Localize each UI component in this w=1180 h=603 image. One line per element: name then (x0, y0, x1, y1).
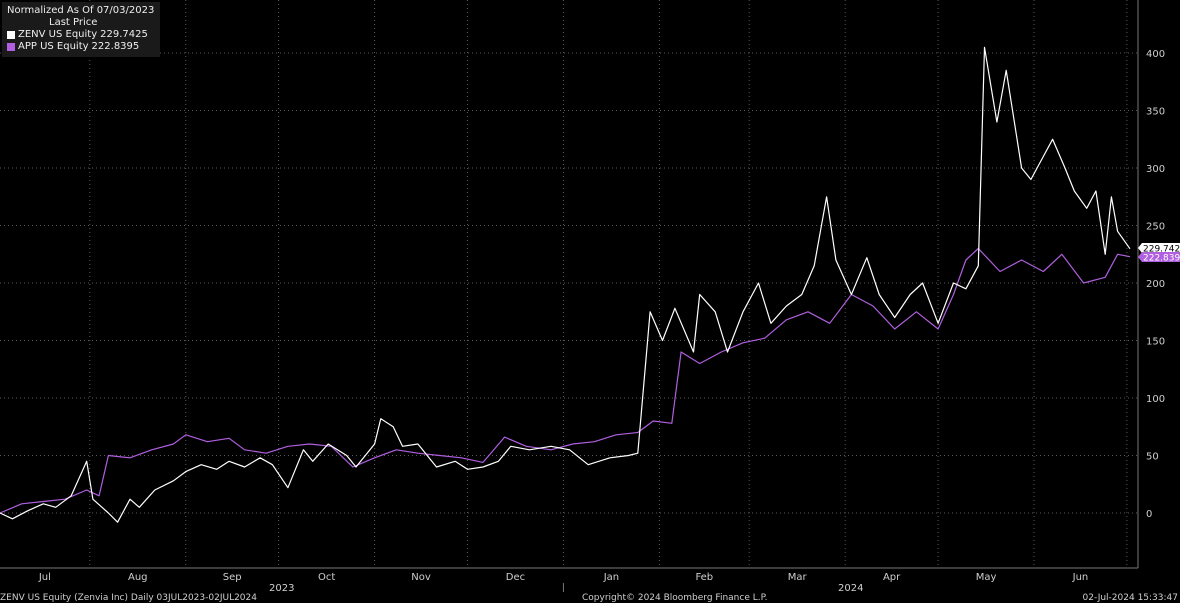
y-tick-label: 0 (1146, 509, 1152, 520)
y-tick-label: 400 (1146, 49, 1165, 60)
x-month-label: Oct (318, 572, 335, 583)
legend-item-name: ZENV US Equity (18, 29, 98, 40)
x-month-label: Mar (788, 572, 808, 583)
plot-background (0, 0, 1138, 568)
x-month-label: Sep (223, 572, 242, 583)
legend-item-app: APP US Equity 222.8395 (7, 41, 154, 53)
legend-item-value: 229.7425 (100, 29, 148, 40)
legend-item-value: 222.8395 (91, 41, 140, 52)
legend-item-zenv: ZENV US Equity 229.7425 (7, 29, 154, 41)
app-swatch (7, 43, 15, 51)
app-last-value-tag: 222.8395 (1138, 252, 1180, 264)
y-tick-label: 250 (1146, 222, 1165, 233)
chart-legend: Normalized As Of 07/03/2023 Last Price Z… (2, 2, 161, 57)
x-month-label: Jul (38, 572, 51, 583)
tag-background (1138, 243, 1180, 253)
x-month-label: Apr (883, 572, 901, 583)
x-month-label: Jan (603, 572, 619, 583)
x-year-label: 2023 (269, 583, 294, 594)
footer-security-info: ZENV US Equity (Zenvia Inc) Daily 03JUL2… (0, 593, 257, 603)
x-month-label: Nov (411, 572, 431, 583)
x-year-label: 2024 (838, 583, 863, 594)
footer-copyright: Copyright© 2024 Bloomberg Finance L.P. (582, 593, 768, 603)
chart-footer: ZENV US Equity (Zenvia Inc) Daily 03JUL2… (0, 593, 1180, 603)
tag-label: 222.8395 (1143, 254, 1180, 264)
y-tick-label: 200 (1146, 279, 1165, 290)
y-tick-label: 350 (1146, 107, 1165, 118)
y-tick-label: 100 (1146, 394, 1165, 405)
zenv-series-line (0, 46, 1131, 523)
footer-timestamp: 02-Jul-2024 15:33:47 (1082, 593, 1179, 603)
x-month-label: Dec (506, 572, 525, 583)
x-month-label: Feb (695, 572, 713, 583)
legend-item-name: APP US Equity (18, 41, 89, 52)
y-tick-label: 150 (1146, 337, 1165, 348)
tag-label: 229.7425 (1143, 245, 1180, 255)
y-tick-label: 50 (1146, 452, 1159, 463)
y-tick-label: 300 (1146, 164, 1165, 175)
tag-background (1138, 252, 1180, 262)
legend-subheader: Last Price (49, 17, 98, 28)
zenv-last-value-tag: 229.7425 (1138, 243, 1180, 255)
x-month-label: Jun (1072, 572, 1089, 583)
x-month-label: Aug (128, 572, 148, 583)
legend-header: Normalized As Of 07/03/2023 (7, 5, 155, 16)
zenv-swatch (7, 31, 15, 39)
x-month-label: May (976, 572, 997, 583)
app-series-line (0, 247, 1131, 514)
